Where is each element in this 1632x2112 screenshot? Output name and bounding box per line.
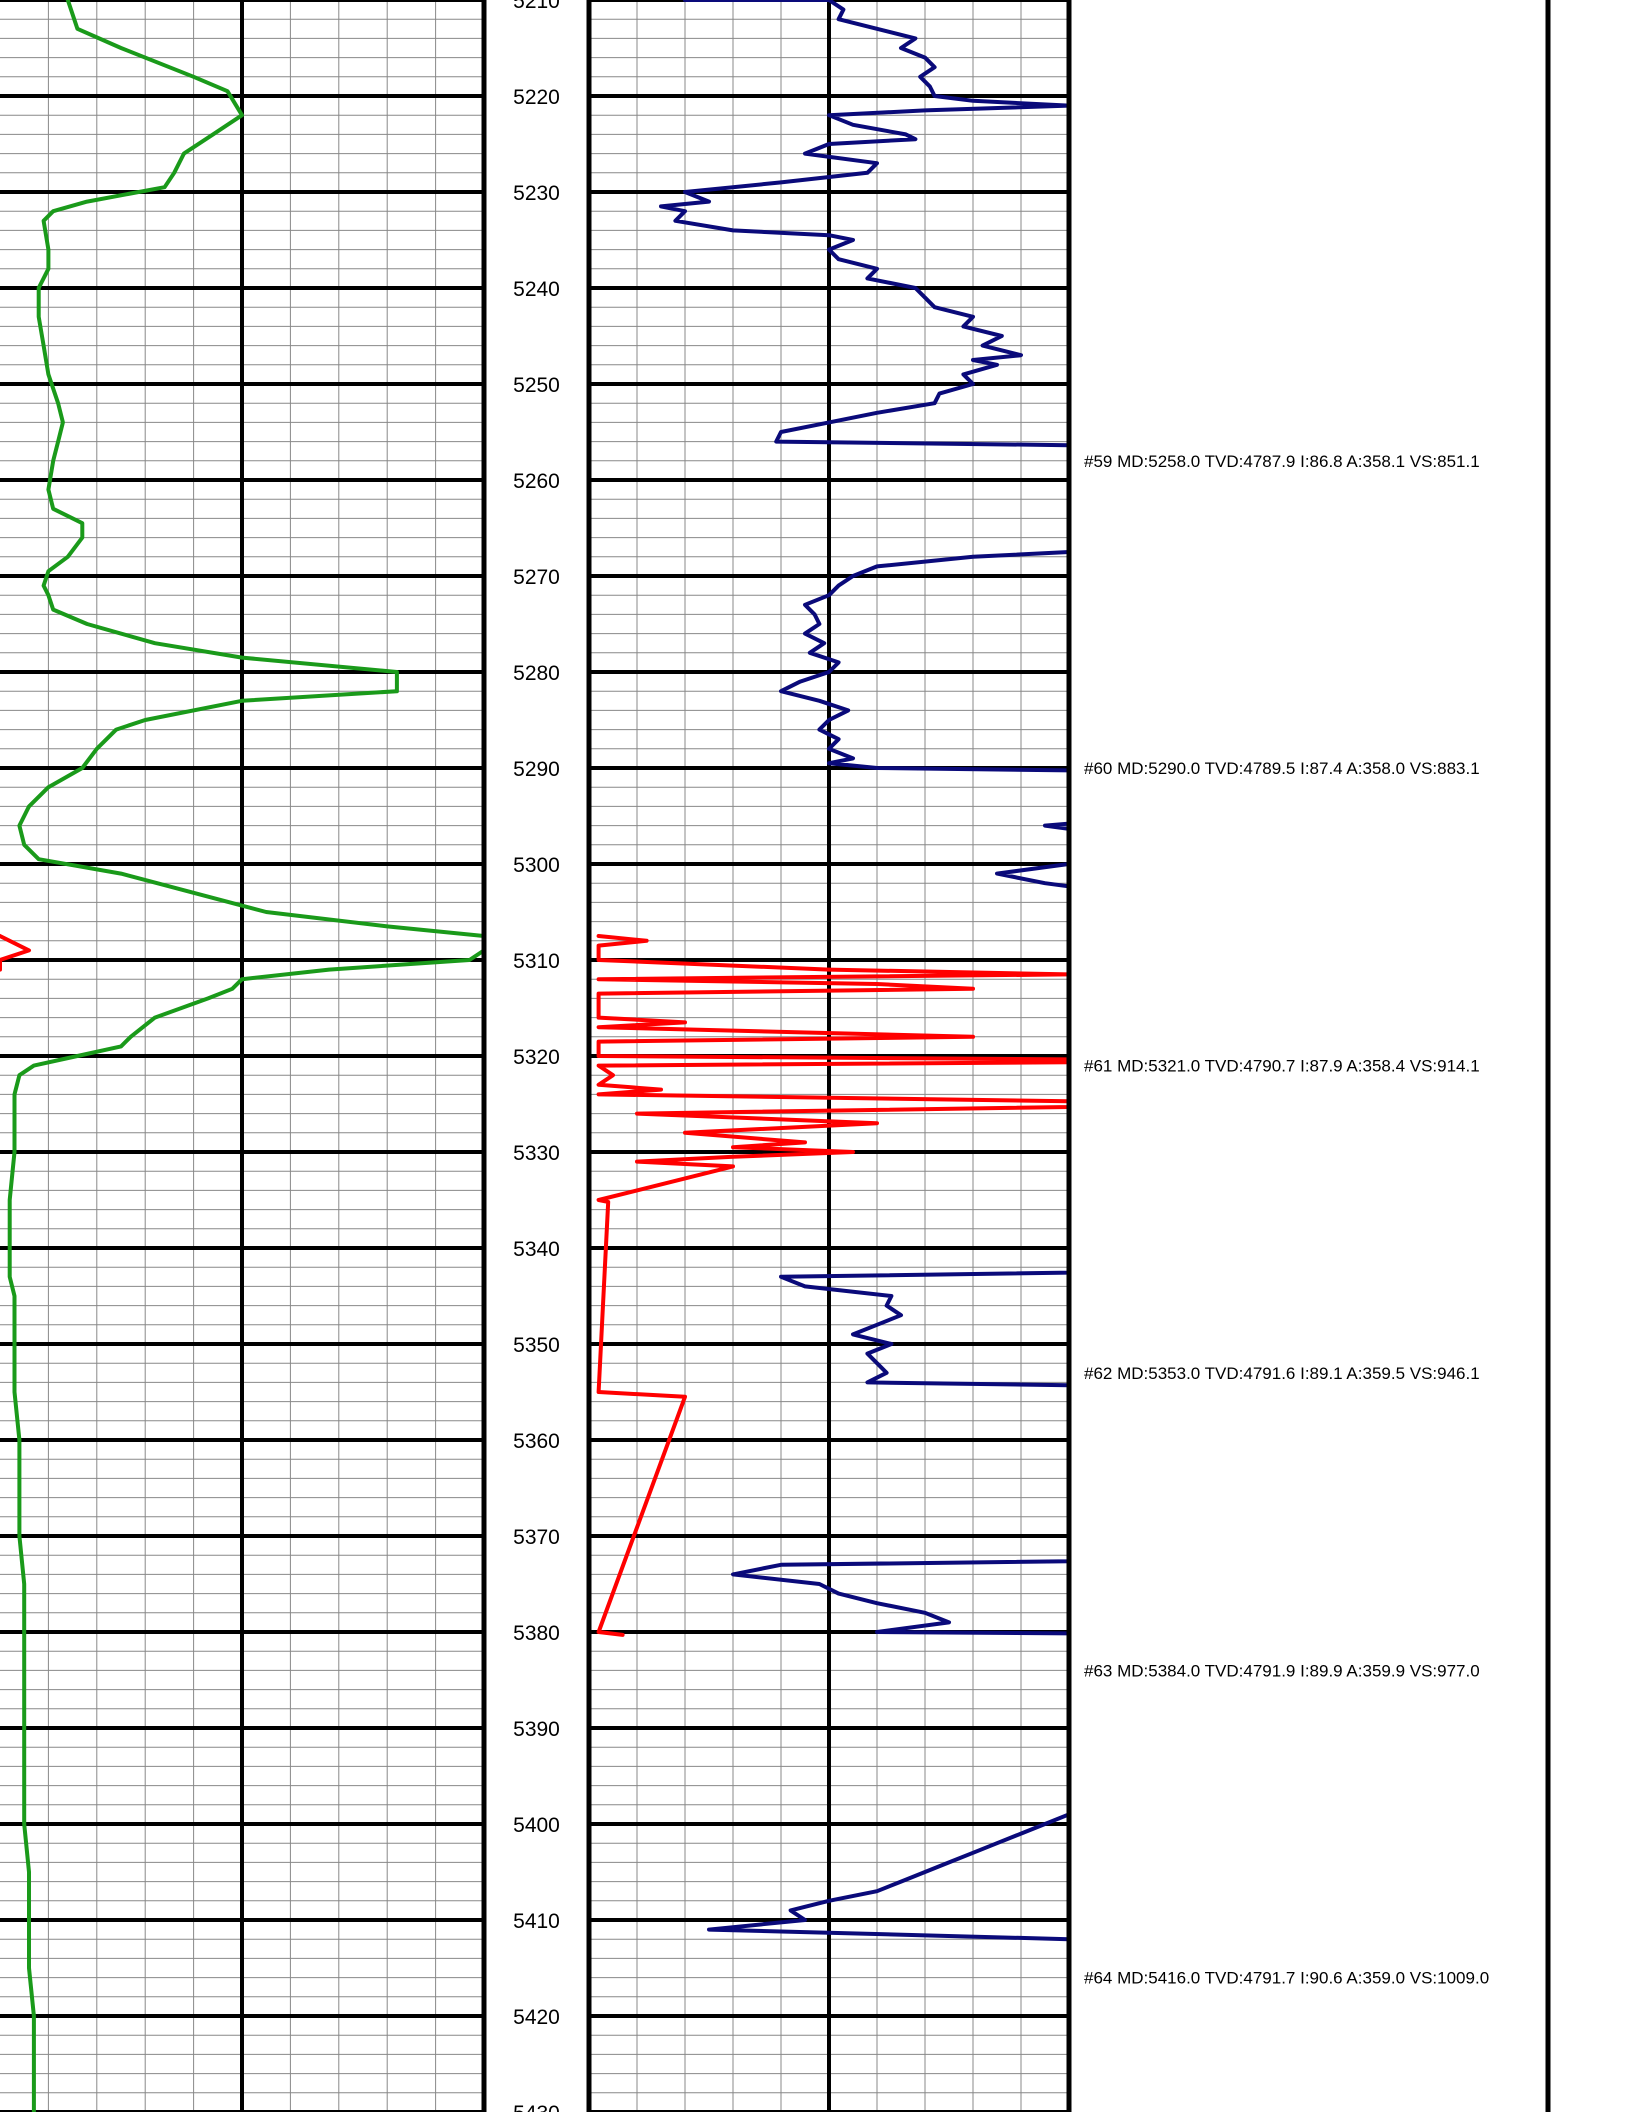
depth-label: 5290 — [513, 758, 560, 781]
depth-label-bg — [502, 1812, 571, 1836]
depth-label: 5240 — [513, 278, 560, 301]
depth-label: 5250 — [513, 374, 560, 397]
depth-label-bg — [502, 84, 571, 108]
depth-label: 5390 — [513, 1718, 560, 1741]
depth-label-bg — [502, 372, 571, 396]
depth-label: 5230 — [513, 182, 560, 205]
depth-labels: 5210 5220 5230 5240 5250 5260 5270 5280 5290 5300… — [502, 0, 571, 2112]
depth-label-bg — [502, 1236, 571, 1260]
depth-label-bg — [502, 1332, 571, 1356]
depth-label: 5420 — [513, 2006, 560, 2029]
depth-label: 5300 — [513, 854, 560, 877]
depth-label: 5320 — [513, 1046, 560, 1069]
depth-label-bg — [502, 756, 571, 780]
depth-label: 5280 — [513, 662, 560, 685]
depth-label: 5310 — [513, 950, 560, 973]
depth-label-bg — [502, 1524, 571, 1548]
depth-label: 5380 — [513, 1622, 560, 1645]
depth-label-bg — [502, 1716, 571, 1740]
depth-label-bg — [502, 948, 571, 972]
depth-label-bg — [502, 852, 571, 876]
depth-label-bg — [502, 1428, 571, 1452]
depth-label: 5260 — [513, 470, 560, 493]
curve-track2_blue — [659, 0, 1069, 1943]
depth-label-bg — [502, 1140, 571, 1164]
depth-label: 5430 — [513, 2102, 560, 2112]
survey-annotation: #59 MD:5258.0 TVD:4787.9 I:86.8 A:358.1 … — [1084, 452, 1480, 471]
depth-label-bg — [502, 0, 571, 12]
depth-label: 5350 — [513, 1334, 560, 1357]
depth-label-bg — [502, 1908, 571, 1932]
survey-annotations: #59 MD:5258.0 TVD:4787.9 I:86.8 A:358.1 … — [1084, 452, 1489, 1988]
grid — [0, 0, 1069, 2112]
track-frames — [481, 0, 1551, 2112]
survey-annotation: #64 MD:5416.0 TVD:4791.7 I:90.6 A:359.0 … — [1084, 1969, 1489, 1988]
depth-label-bg — [502, 180, 571, 204]
depth-label: 5330 — [513, 1142, 560, 1165]
survey-annotation: #62 MD:5353.0 TVD:4791.6 I:89.1 A:359.5 … — [1084, 1364, 1480, 1383]
depth-label: 5400 — [513, 1814, 560, 1837]
depth-label-bg — [502, 2100, 571, 2112]
depth-label-bg — [502, 564, 571, 588]
curve-track1_green — [7, 0, 484, 2112]
depth-label: 5220 — [513, 86, 560, 109]
survey-annotation: #63 MD:5384.0 TVD:4791.9 I:89.9 A:359.9 … — [1084, 1661, 1480, 1680]
depth-label-bg — [502, 1044, 571, 1068]
depth-label-bg — [502, 2004, 571, 2028]
curve-track2_red — [596, 934, 1069, 1637]
depth-label-bg — [502, 468, 571, 492]
depth-label-bg — [502, 660, 571, 684]
depth-label: 5270 — [513, 566, 560, 589]
survey-annotation: #60 MD:5290.0 TVD:4789.5 I:87.4 A:358.0 … — [1084, 759, 1480, 778]
depth-label: 5340 — [513, 1238, 560, 1261]
survey-annotation: #61 MD:5321.0 TVD:4790.7 I:87.9 A:358.4 … — [1084, 1057, 1480, 1076]
depth-label: 5410 — [513, 1910, 560, 1933]
depth-label: 5210 — [513, 0, 560, 13]
curve-track1_red — [0, 934, 31, 972]
depth-label-bg — [502, 276, 571, 300]
depth-label-bg — [502, 1620, 571, 1644]
depth-label: 5360 — [513, 1430, 560, 1453]
depth-label: 5370 — [513, 1526, 560, 1549]
